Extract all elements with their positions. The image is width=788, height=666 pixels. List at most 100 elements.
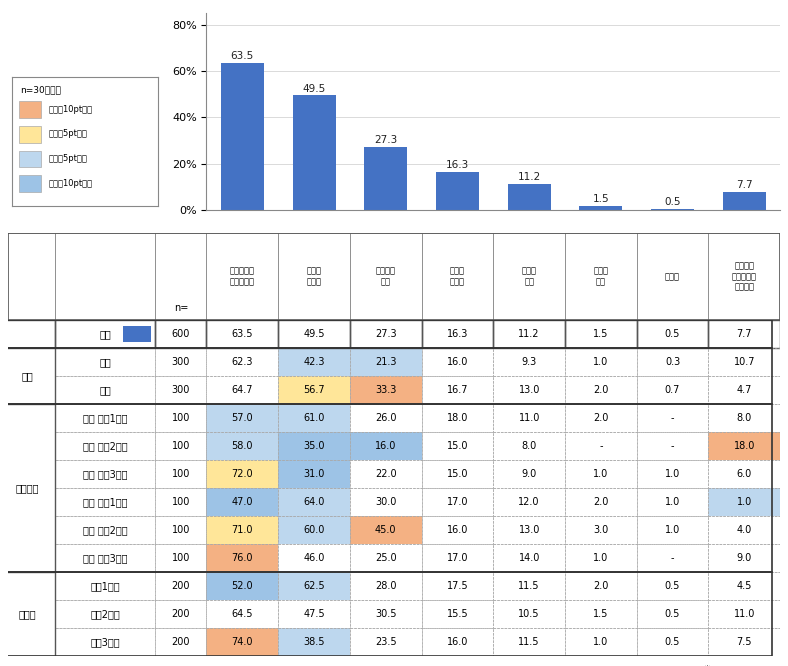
Bar (637, 544, 708, 572)
Bar (278, 572, 350, 600)
Bar (565, 233, 637, 320)
Bar (436, 172, 479, 210)
Bar (278, 376, 350, 404)
Bar (422, 628, 493, 656)
Text: 8.0: 8.0 (737, 413, 752, 423)
FancyBboxPatch shape (19, 175, 41, 192)
Bar (155, 233, 206, 320)
Text: 16.0: 16.0 (447, 525, 468, 535)
Bar (708, 376, 780, 404)
Bar (206, 233, 278, 320)
Text: 21.3: 21.3 (375, 357, 396, 367)
Text: 1.0: 1.0 (593, 357, 608, 367)
Bar (708, 516, 780, 544)
Text: 200: 200 (172, 581, 190, 591)
Bar (350, 460, 422, 488)
Bar (278, 516, 350, 544)
Bar (155, 544, 206, 572)
Bar (155, 516, 206, 544)
Text: 7.7: 7.7 (737, 329, 752, 339)
Bar (278, 516, 350, 544)
Bar (278, 488, 350, 516)
Text: 62.5: 62.5 (303, 581, 325, 591)
Text: 0.5: 0.5 (665, 581, 680, 591)
Bar (206, 404, 278, 432)
Text: 38.5: 38.5 (303, 637, 325, 647)
Text: 1.0: 1.0 (737, 497, 752, 507)
Text: 35.0: 35.0 (303, 441, 325, 451)
Bar (708, 432, 780, 460)
Bar (206, 432, 278, 460)
Text: 200: 200 (172, 637, 190, 647)
Bar (364, 147, 407, 210)
Bar (278, 233, 350, 320)
Text: 性別: 性別 (22, 371, 33, 381)
Bar (206, 572, 278, 600)
Text: 0.3: 0.3 (665, 357, 680, 367)
Bar (565, 544, 637, 572)
Bar (155, 376, 206, 404)
Text: 27.3: 27.3 (374, 135, 397, 145)
Bar (278, 572, 350, 600)
Bar (0, 404, 772, 572)
Bar (565, 460, 637, 488)
Bar (55, 348, 155, 376)
Bar (155, 348, 206, 376)
Text: 2.0: 2.0 (593, 581, 608, 591)
Text: 友だちに
きく: 友だちに きく (376, 266, 396, 286)
Text: 100: 100 (172, 525, 190, 535)
Text: 17.0: 17.0 (447, 553, 468, 563)
Text: 16.0: 16.0 (375, 441, 396, 451)
Text: 1.0: 1.0 (593, 637, 608, 647)
Bar (493, 376, 565, 404)
Text: 49.5: 49.5 (303, 83, 325, 93)
Bar (155, 600, 206, 628)
Text: 16.0: 16.0 (447, 357, 468, 367)
Bar (350, 628, 422, 656)
Bar (206, 460, 278, 488)
Bar (292, 95, 336, 210)
Bar (493, 544, 565, 572)
Bar (637, 488, 708, 516)
Bar (350, 348, 422, 376)
Text: 16.3: 16.3 (446, 161, 469, 170)
Text: 13.0: 13.0 (519, 525, 540, 535)
Text: 1.0: 1.0 (665, 525, 680, 535)
Text: 保護者
にきく: 保護者 にきく (307, 266, 322, 286)
Bar (708, 404, 780, 432)
Text: 25.0: 25.0 (375, 553, 396, 563)
Bar (708, 348, 780, 376)
Text: -: - (671, 441, 675, 451)
Text: 7.7: 7.7 (736, 180, 753, 190)
Bar (0, 320, 772, 348)
Bar (708, 488, 780, 516)
Bar (206, 488, 278, 516)
Bar (0, 320, 55, 348)
Text: 200: 200 (172, 609, 190, 619)
Bar (278, 460, 350, 488)
Bar (206, 460, 278, 488)
Bar (565, 376, 637, 404)
Text: 1.0: 1.0 (665, 469, 680, 479)
Text: 18.0: 18.0 (734, 441, 755, 451)
Bar (708, 600, 780, 628)
Text: n=30以上で: n=30以上で (20, 86, 61, 95)
Text: 58.0: 58.0 (232, 441, 253, 451)
Bar (55, 600, 155, 628)
Text: 27.3: 27.3 (375, 329, 396, 339)
Text: 600: 600 (172, 329, 190, 339)
Bar (493, 572, 565, 600)
Text: その他: その他 (665, 272, 680, 281)
Bar (350, 488, 422, 516)
Text: 2.0: 2.0 (593, 385, 608, 395)
Bar (0, 572, 772, 656)
Bar (278, 404, 350, 432)
Text: 72.0: 72.0 (232, 469, 253, 479)
Bar (422, 348, 493, 376)
Bar (55, 516, 155, 544)
Bar (55, 488, 155, 516)
Text: 14.0: 14.0 (519, 553, 540, 563)
Text: 兄弟に
きく: 兄弟に きく (522, 266, 537, 286)
Text: 7.5: 7.5 (737, 637, 752, 647)
Bar (493, 516, 565, 544)
